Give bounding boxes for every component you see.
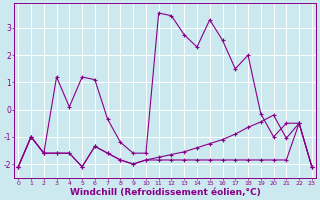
X-axis label: Windchill (Refroidissement éolien,°C): Windchill (Refroidissement éolien,°C) xyxy=(70,188,260,197)
